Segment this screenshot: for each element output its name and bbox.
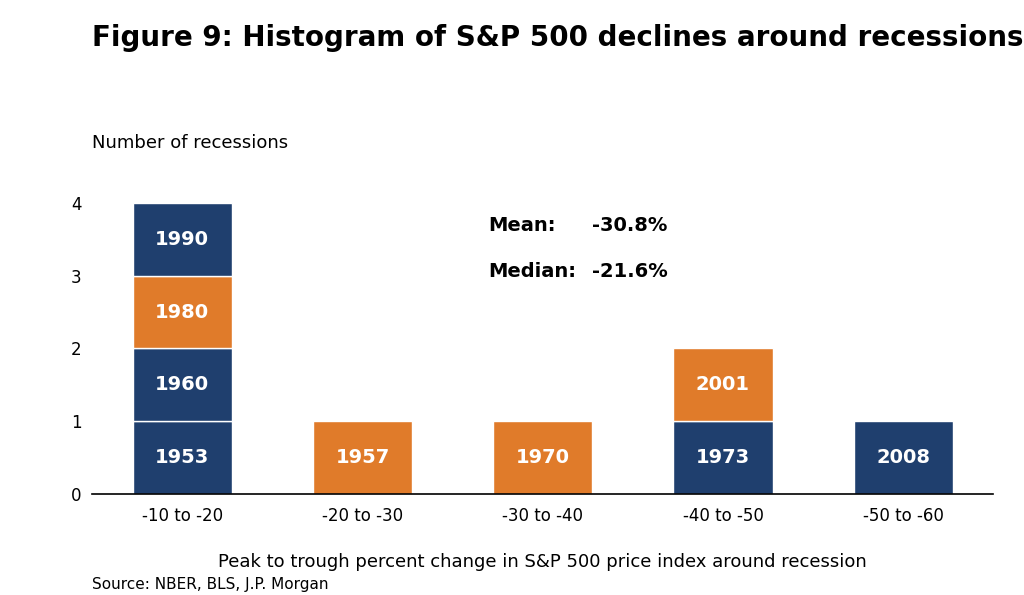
Bar bbox=[133, 275, 231, 349]
Text: Number of recessions: Number of recessions bbox=[92, 134, 289, 152]
Text: 1957: 1957 bbox=[336, 448, 389, 467]
Text: 2001: 2001 bbox=[696, 375, 750, 394]
Text: Peak to trough percent change in S&P 500 price index around recession: Peak to trough percent change in S&P 500… bbox=[218, 553, 867, 571]
Text: 1973: 1973 bbox=[696, 448, 750, 467]
Text: -30.8%: -30.8% bbox=[592, 216, 668, 235]
Text: Mean:: Mean: bbox=[488, 216, 556, 235]
Text: Figure 9: Histogram of S&P 500 declines around recessions: Figure 9: Histogram of S&P 500 declines … bbox=[92, 24, 1024, 52]
Bar bbox=[674, 421, 772, 494]
Bar bbox=[133, 349, 231, 421]
Bar bbox=[133, 203, 231, 275]
Text: 1990: 1990 bbox=[156, 230, 209, 249]
Text: 2008: 2008 bbox=[877, 448, 930, 467]
Text: Median:: Median: bbox=[488, 262, 577, 281]
Bar bbox=[133, 421, 231, 494]
Bar bbox=[494, 421, 592, 494]
Bar bbox=[854, 421, 952, 494]
Text: 1953: 1953 bbox=[156, 448, 209, 467]
Bar bbox=[674, 349, 772, 421]
Text: 1980: 1980 bbox=[156, 302, 209, 321]
Text: Source: NBER, BLS, J.P. Morgan: Source: NBER, BLS, J.P. Morgan bbox=[92, 577, 329, 592]
Text: 1960: 1960 bbox=[156, 375, 209, 394]
Text: 1970: 1970 bbox=[516, 448, 569, 467]
Bar bbox=[313, 421, 412, 494]
Text: -21.6%: -21.6% bbox=[592, 262, 668, 281]
